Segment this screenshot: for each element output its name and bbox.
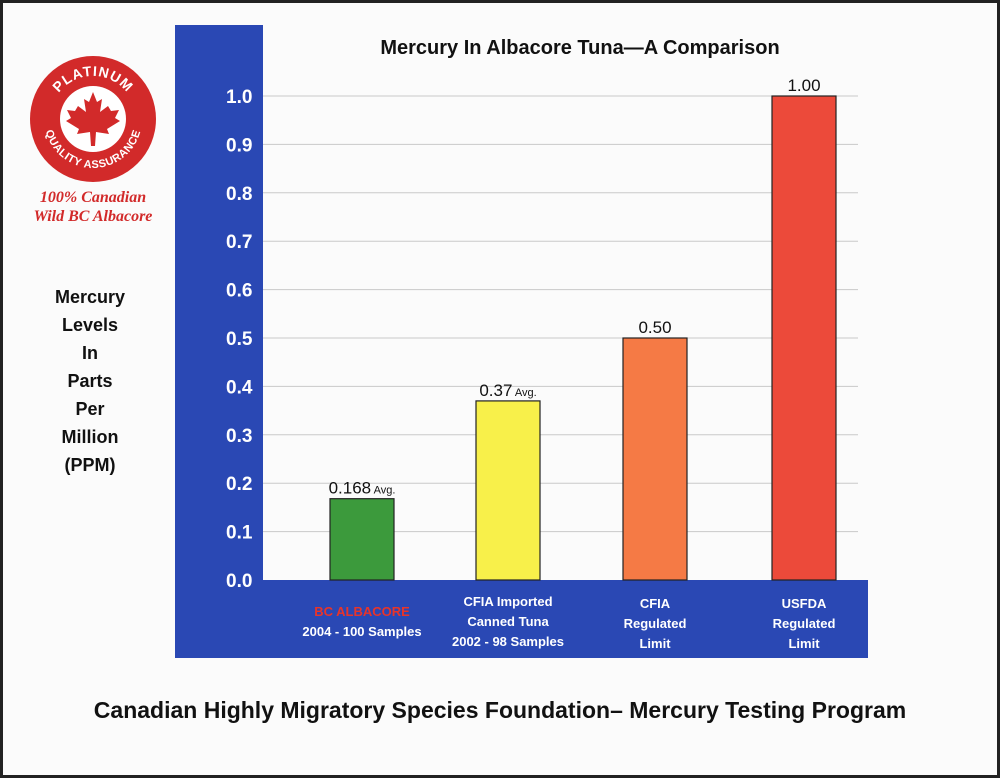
x-category-label: USFDA Regulated Limit xyxy=(729,594,879,654)
data-label: 1.00 xyxy=(787,76,820,95)
logo-caption-line1: 100% Canadian xyxy=(39,189,147,206)
x-category-label-line: 2002 - 98 Samples xyxy=(451,634,565,649)
y-tick-label: 0.7 xyxy=(226,232,252,253)
x-category-label: BC ALBACORE 2004 - 100 Samples xyxy=(287,602,437,642)
y-tick-label: 0.8 xyxy=(226,184,252,205)
x-category-label: CFIA Regulated Limit xyxy=(580,594,730,654)
y-axis-label-line: Parts xyxy=(67,371,113,391)
y-tick-label: 0.6 xyxy=(226,281,252,302)
y-axis-label-line: Mercury xyxy=(54,287,126,307)
maple-leaf-seal-icon: PLATINUM QUALITY ASSURANCE xyxy=(30,56,156,182)
x-category-label-line: Regulated xyxy=(772,616,836,631)
y-tick-label: 0.1 xyxy=(226,523,253,544)
y-tick-label: 0.9 xyxy=(226,135,252,156)
bars xyxy=(329,95,837,581)
y-axis-label-line: In xyxy=(82,343,98,363)
x-category-label-line: Canned Tuna xyxy=(467,614,549,629)
y-tick-label: 0.0 xyxy=(226,571,252,592)
chart-title: Mercury In Albacore Tuna—A Comparison xyxy=(380,37,779,59)
y-axis-label: Mercury Levels In Parts Per Million (PPM… xyxy=(30,283,150,479)
bar xyxy=(622,337,688,581)
bar xyxy=(771,95,837,581)
y-tick-label: 0.3 xyxy=(226,426,252,447)
logo-caption: 100% Canadian Wild BC Albacore xyxy=(20,188,166,226)
bar xyxy=(329,498,395,581)
y-tick-label: 1.0 xyxy=(226,87,252,108)
y-axis-label-line: (PPM) xyxy=(64,455,116,475)
footer-title: Canadian Highly Migratory Species Founda… xyxy=(93,697,907,723)
y-axis-label-line: Levels xyxy=(61,315,119,335)
x-category-label-line: Limit xyxy=(788,636,820,651)
data-labels: 0.168 Avg. 0.37 Avg. 0.50 1.00 xyxy=(329,76,821,498)
logo-caption-line2: Wild BC Albacore xyxy=(33,208,153,225)
chart-blue-panel-left xyxy=(175,25,263,658)
platinum-quality-logo: PLATINUM QUALITY ASSURANCE 100% Canadian… xyxy=(20,54,166,226)
x-category-label-line: BC ALBACORE xyxy=(314,604,410,619)
x-category-label-line: Limit xyxy=(639,636,671,651)
chart-blue-panel-bottom xyxy=(175,580,868,658)
plot-area xyxy=(263,25,868,580)
x-category-label-line: USFDA xyxy=(781,596,827,611)
y-axis-label-line: Per xyxy=(75,399,105,419)
bar xyxy=(475,400,541,581)
x-category-label-line: CFIA Imported xyxy=(463,594,553,609)
x-category-label-line: CFIA xyxy=(639,596,671,611)
x-category-label-line: Regulated xyxy=(623,616,687,631)
y-axis-label-line: Million xyxy=(61,427,119,447)
x-category-label-line: 2004 - 100 Samples xyxy=(302,624,422,639)
y-tick-labels: 0.0 0.1 0.2 0.3 0.4 0.5 0.6 0.7 0.8 0.9 1.0 xyxy=(226,87,253,592)
data-label: 0.50 xyxy=(638,318,671,337)
data-label: 0.168 Avg. xyxy=(329,479,396,498)
y-tick-label: 0.2 xyxy=(226,474,252,495)
data-label: 0.37 Avg. xyxy=(479,381,536,400)
y-tick-label: 0.5 xyxy=(226,329,253,350)
x-category-label: CFIA Imported Canned Tuna 2002 - 98 Sample… xyxy=(433,592,583,652)
y-tick-label: 0.4 xyxy=(226,377,253,398)
maple-leaf-icon xyxy=(66,92,120,146)
